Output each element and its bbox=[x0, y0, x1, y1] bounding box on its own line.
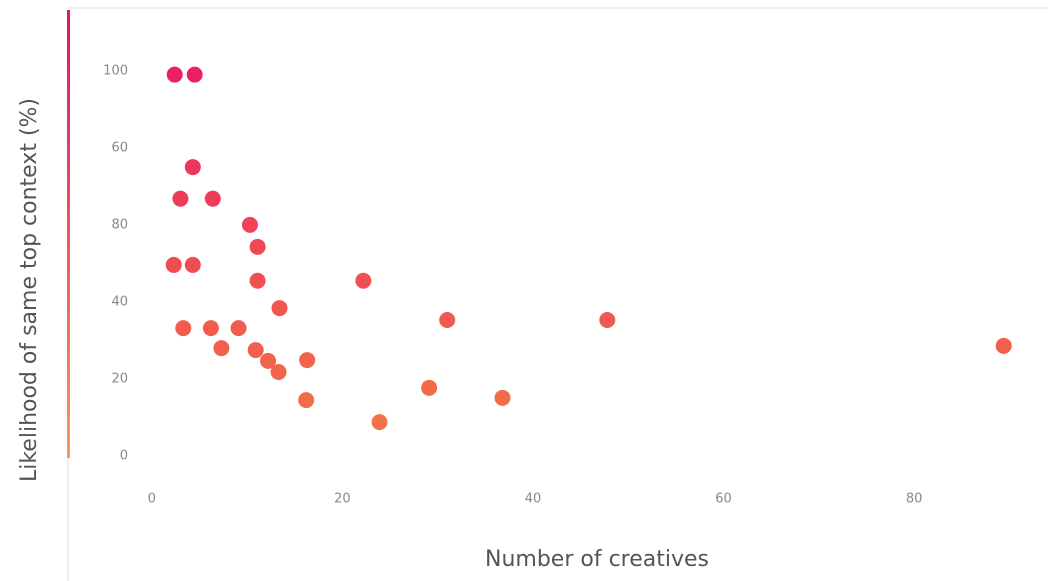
point bbox=[247, 342, 264, 359]
point bbox=[270, 364, 287, 381]
point bbox=[184, 256, 201, 273]
y-tick-label: 0 bbox=[120, 449, 128, 464]
x-tick-label: 20 bbox=[334, 492, 351, 507]
x-tick-label: 80 bbox=[906, 492, 923, 507]
point bbox=[241, 216, 258, 233]
x-axis-title: Number of creatives bbox=[485, 547, 709, 572]
point bbox=[299, 352, 316, 369]
point bbox=[172, 190, 189, 207]
point bbox=[202, 320, 219, 337]
point bbox=[995, 337, 1012, 354]
point bbox=[494, 389, 511, 406]
point bbox=[213, 340, 230, 357]
y-tick-label: 40 bbox=[111, 294, 128, 309]
point bbox=[599, 312, 616, 329]
point bbox=[249, 272, 266, 289]
point bbox=[355, 272, 372, 289]
point bbox=[165, 256, 182, 273]
y-tick-label: 60 bbox=[111, 140, 128, 155]
point bbox=[175, 320, 192, 337]
point bbox=[230, 320, 247, 337]
point bbox=[204, 190, 221, 207]
point bbox=[249, 238, 266, 255]
point bbox=[184, 159, 201, 176]
point bbox=[298, 392, 315, 409]
color-bar bbox=[67, 10, 70, 458]
y-tick-label: 80 bbox=[111, 217, 128, 232]
x-tick-label: 60 bbox=[715, 492, 732, 507]
x-tick-label: 40 bbox=[525, 492, 542, 507]
y-tick-label: 100 bbox=[103, 63, 128, 78]
point bbox=[186, 66, 203, 83]
point bbox=[166, 66, 183, 83]
x-tick-label: 0 bbox=[148, 492, 156, 507]
point bbox=[271, 300, 288, 317]
point bbox=[439, 312, 456, 329]
point bbox=[260, 352, 277, 369]
point bbox=[421, 379, 438, 396]
y-tick-label: 20 bbox=[111, 371, 128, 386]
y-axis-title: Likelihood of same top context (%) bbox=[17, 98, 42, 482]
point bbox=[371, 414, 388, 431]
